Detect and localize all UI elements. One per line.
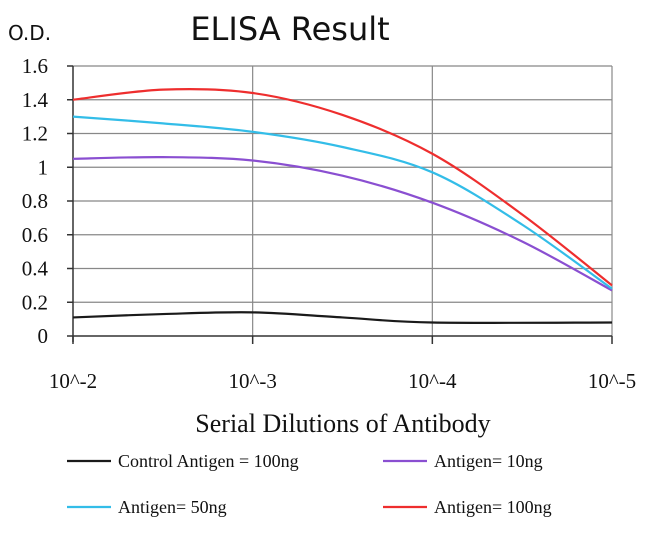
y-tick-label: 0 bbox=[38, 324, 49, 348]
x-tick-label: 10^-3 bbox=[228, 369, 276, 393]
y-tick-label: 0.2 bbox=[22, 290, 48, 314]
x-tick-label: 10^-4 bbox=[408, 369, 457, 393]
legend-label: Control Antigen = 100ng bbox=[118, 451, 299, 471]
y-tick-label: 1.4 bbox=[22, 88, 49, 112]
series-line-1 bbox=[72, 155, 613, 292]
series-lines bbox=[72, 87, 613, 324]
y-tick-label: 1 bbox=[38, 155, 49, 179]
y-axis-unit-label: O.D. bbox=[8, 21, 51, 45]
axes bbox=[67, 65, 613, 344]
y-tick-label: 0.8 bbox=[22, 189, 48, 213]
series-line-3 bbox=[72, 87, 613, 287]
y-tick-labels: 0 0.2 0.4 0.6 0.8 1 1.2 1.4 1.6 bbox=[22, 54, 49, 348]
x-tick-labels: 10^-2 10^-3 10^-4 10^-5 bbox=[49, 369, 636, 393]
y-tick-label: 0.6 bbox=[22, 223, 48, 247]
grid-lines bbox=[73, 65, 613, 336]
x-tick-label: 10^-5 bbox=[588, 369, 636, 393]
series-line-0 bbox=[72, 311, 613, 324]
legend-label: Antigen= 10ng bbox=[434, 451, 543, 471]
y-tick-label: 1.2 bbox=[22, 122, 48, 146]
y-tick-label: 0.4 bbox=[22, 257, 49, 281]
x-axis-label: Serial Dilutions of Antibody bbox=[195, 409, 490, 438]
legend-label: Antigen= 50ng bbox=[118, 497, 227, 517]
series-line-2 bbox=[72, 115, 613, 290]
legend: Control Antigen = 100ng Antigen= 10ng Anti… bbox=[67, 451, 552, 517]
x-tick-label: 10^-2 bbox=[49, 369, 97, 393]
legend-label: Antigen= 100ng bbox=[434, 497, 552, 517]
y-tick-label: 1.6 bbox=[22, 54, 48, 78]
chart-title: ELISA Result bbox=[190, 10, 389, 48]
